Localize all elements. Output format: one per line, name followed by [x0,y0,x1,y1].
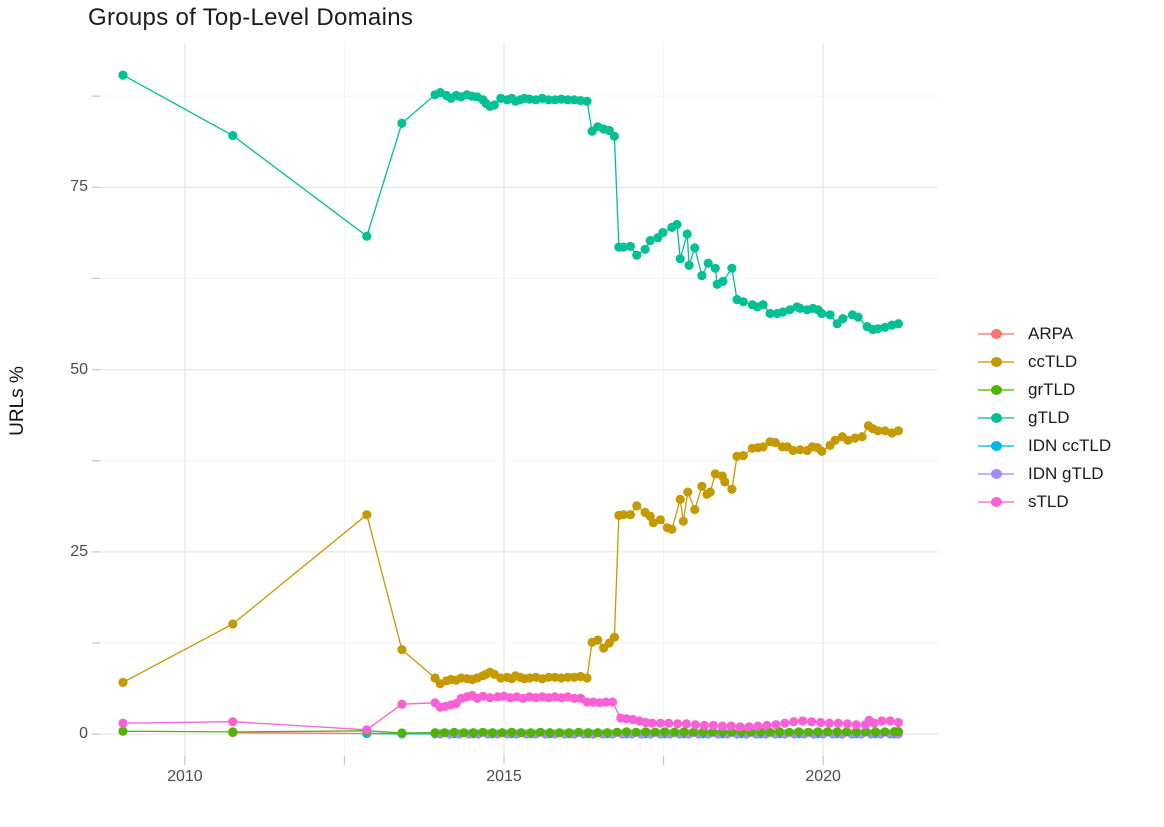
legend-label: sTLD [1028,492,1069,511]
y-tick-label: 0 [79,725,88,743]
legend-key-icon [978,327,1014,341]
gridlines [100,43,938,756]
legend-item-stld: sTLD [978,488,1111,516]
legend-label: grTLD [1028,380,1076,399]
legend-item-cctld: ccTLD [978,348,1111,376]
y-tick-label: 25 [70,542,88,560]
series-gtld [118,70,904,335]
legend-item-grtld: grTLD [978,376,1111,404]
legend-label: ARPA [1028,324,1074,343]
series-stld [118,690,904,735]
legend-label: IDN gTLD [1028,464,1104,483]
legend-key-icon [978,467,1014,481]
legend-item-idn-cctld: IDN ccTLD [978,432,1111,460]
x-tick-label: 2020 [805,768,841,785]
series-cctld [118,421,904,689]
legend-label: ccTLD [1028,352,1078,371]
legend-key-icon [978,383,1014,397]
legend-item-idn-gtld: IDN gTLD [978,460,1111,488]
axis-ticks [92,95,824,765]
legend: ARPA ccTLD grTLD gTLD IDN ccTLD IDN gTLD sTLD [978,320,1111,516]
x-tick-label: 2010 [167,768,203,785]
chart-title: Groups of Top-Level Domains [88,4,414,31]
legend-key-icon [978,495,1014,509]
y-axis-title: URLs % [7,366,28,436]
y-tick-label: 50 [70,360,88,378]
legend-label: gTLD [1028,408,1070,427]
legend-key-icon [978,411,1014,425]
legend-label: IDN ccTLD [1028,436,1112,455]
legend-key-icon [978,439,1014,453]
legend-item-arpa: ARPA [978,320,1111,348]
legend-item-gtld: gTLD [978,404,1111,432]
y-tick-label: 75 [70,178,88,196]
x-tick-label: 2015 [486,768,522,785]
legend-key-icon [978,355,1014,369]
